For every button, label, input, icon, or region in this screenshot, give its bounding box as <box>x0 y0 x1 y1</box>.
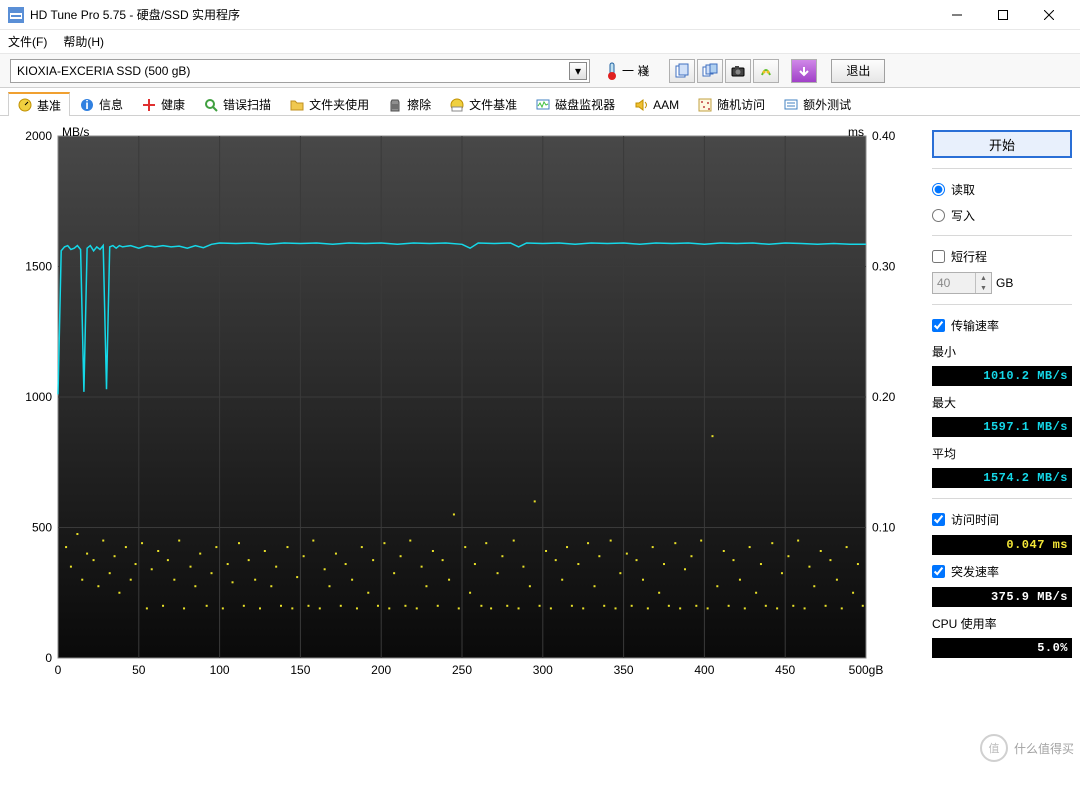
extra-icon <box>783 97 799 113</box>
tab-errorscan[interactable]: 错误扫描 <box>194 92 280 116</box>
exit-button[interactable]: 退出 <box>831 59 885 83</box>
copy-all-button[interactable] <box>697 59 723 83</box>
svg-text:400: 400 <box>694 663 714 677</box>
read-radio[interactable]: 读取 <box>932 179 1072 199</box>
svg-text:450: 450 <box>775 663 795 677</box>
copy-info-button[interactable] <box>669 59 695 83</box>
svg-text:300: 300 <box>533 663 553 677</box>
benchmark-icon <box>17 97 33 113</box>
svg-text:0: 0 <box>45 651 52 665</box>
gb-label: GB <box>996 276 1013 290</box>
tab-diskmonitor[interactable]: 磁盘监视器 <box>526 92 624 116</box>
erase-icon <box>387 97 403 113</box>
monitor-icon <box>535 97 551 113</box>
tab-random[interactable]: 随机访问 <box>688 92 774 116</box>
svg-text:100: 100 <box>210 663 230 677</box>
svg-text:i: i <box>85 98 88 112</box>
aam-icon <box>633 97 649 113</box>
tab-aam[interactable]: AAM <box>624 92 688 116</box>
title-bar: HD Tune Pro 5.75 - 硬盘/SSD 实用程序 <box>0 0 1080 30</box>
shortstroke-checkbox[interactable]: 短行程 <box>932 246 1072 266</box>
watermark: 值 什么值得买 <box>980 734 1074 762</box>
max-value: 1597.1 MB/s <box>932 417 1072 437</box>
folder-icon <box>289 97 305 113</box>
save-button[interactable] <box>791 59 817 83</box>
max-label: 最大 <box>932 394 1072 411</box>
avg-label: 平均 <box>932 445 1072 462</box>
svg-text:2000: 2000 <box>25 129 52 143</box>
avg-value: 1574.2 MB/s <box>932 468 1072 488</box>
maximize-button[interactable] <box>980 0 1026 30</box>
tab-bar: 基准 i信息 健康 错误扫描 文件夹使用 擦除 文件基准 磁盘监视器 AAM 随… <box>0 88 1080 116</box>
temperature-indicator: 一 嶘 <box>604 61 649 81</box>
svg-text:0: 0 <box>55 663 62 677</box>
svg-text:50: 50 <box>132 663 146 677</box>
filebench-icon <box>449 97 465 113</box>
svg-text:150: 150 <box>290 663 310 677</box>
menu-help[interactable]: 帮助(H) <box>63 33 104 50</box>
svg-text:ms: ms <box>848 126 864 139</box>
tab-filebench[interactable]: 文件基准 <box>440 92 526 116</box>
menu-file[interactable]: 文件(F) <box>8 33 47 50</box>
shortstroke-value[interactable]: 40▲▼ <box>932 272 992 294</box>
cpu-value: 5.0% <box>932 638 1072 658</box>
app-icon <box>8 7 24 23</box>
access-value: 0.047 ms <box>932 535 1072 555</box>
burst-checkbox[interactable]: 突发速率 <box>932 561 1072 581</box>
svg-text:500: 500 <box>32 521 52 535</box>
temperature-text: 一 嶘 <box>622 62 649 79</box>
tab-extra[interactable]: 额外测试 <box>774 92 860 116</box>
drive-select-value: KIOXIA-EXCERIA SSD (500 gB) <box>17 64 190 78</box>
min-label: 最小 <box>932 343 1072 360</box>
random-icon <box>697 97 713 113</box>
start-button[interactable]: 开始 <box>932 130 1072 158</box>
svg-text:350: 350 <box>614 663 634 677</box>
svg-text:200: 200 <box>371 663 391 677</box>
svg-text:0.10: 0.10 <box>872 521 896 535</box>
svg-text:500gB: 500gB <box>849 663 884 677</box>
menu-bar: 文件(F) 帮助(H) <box>0 30 1080 54</box>
errorscan-icon <box>203 97 219 113</box>
dropdown-arrow-icon: ▾ <box>569 62 587 80</box>
options-button[interactable] <box>753 59 779 83</box>
svg-text:250: 250 <box>452 663 472 677</box>
info-icon: i <box>79 97 95 113</box>
toolbar: KIOXIA-EXCERIA SSD (500 gB) ▾ 一 嶘 退出 <box>0 54 1080 88</box>
screenshot-button[interactable] <box>725 59 751 83</box>
transfer-checkbox[interactable]: 传输速率 <box>932 315 1072 335</box>
health-icon <box>141 97 157 113</box>
close-button[interactable] <box>1026 0 1072 30</box>
drive-select[interactable]: KIOXIA-EXCERIA SSD (500 gB) ▾ <box>10 59 590 83</box>
thermometer-icon <box>604 61 620 81</box>
tab-info[interactable]: i信息 <box>70 92 132 116</box>
svg-text:0.20: 0.20 <box>872 390 896 404</box>
window-title: HD Tune Pro 5.75 - 硬盘/SSD 实用程序 <box>30 6 934 23</box>
side-panel: 开始 读取 写入 短行程 40▲▼ GB 传输速率 最小 1010.2 MB/s… <box>932 126 1072 788</box>
svg-text:0.40: 0.40 <box>872 129 896 143</box>
tab-health[interactable]: 健康 <box>132 92 194 116</box>
write-radio[interactable]: 写入 <box>932 205 1072 225</box>
tab-folderusage[interactable]: 文件夹使用 <box>280 92 378 116</box>
watermark-icon: 值 <box>980 734 1008 762</box>
access-checkbox[interactable]: 访问时间 <box>932 509 1072 529</box>
burst-value: 375.9 MB/s <box>932 587 1072 607</box>
svg-text:1000: 1000 <box>25 390 52 404</box>
svg-text:0.30: 0.30 <box>872 260 896 274</box>
cpu-label: CPU 使用率 <box>932 615 1072 632</box>
tab-erase[interactable]: 擦除 <box>378 92 440 116</box>
svg-text:1500: 1500 <box>25 260 52 274</box>
svg-text:MB/s: MB/s <box>62 126 89 139</box>
tab-benchmark[interactable]: 基准 <box>8 92 70 116</box>
min-value: 1010.2 MB/s <box>932 366 1072 386</box>
minimize-button[interactable] <box>934 0 980 30</box>
benchmark-chart: 2000 0.40 1500 0.30 1000 0.20 500 0.10 00 50 100 15… <box>8 126 924 788</box>
